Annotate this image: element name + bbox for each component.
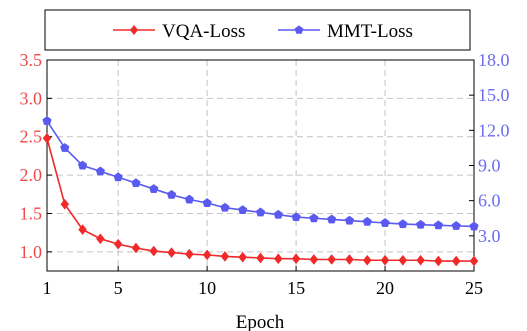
- data-point-mmt-loss: [184, 194, 195, 204]
- data-point-mmt-loss: [131, 178, 141, 188]
- data-point-mmt-loss: [326, 214, 337, 224]
- x-tick-label: 5: [114, 278, 123, 298]
- data-point-vqa-loss: [42, 132, 52, 144]
- data-point-mmt-loss: [469, 221, 479, 231]
- data-point-vqa-loss: [167, 247, 176, 258]
- x-tick-label: 25: [465, 278, 483, 298]
- data-point-vqa-loss: [380, 254, 390, 266]
- data-point-mmt-loss: [433, 220, 444, 230]
- data-point-mmt-loss: [415, 219, 426, 229]
- data-point-vqa-loss: [96, 233, 105, 245]
- y-left-tick-label: 1.5: [20, 203, 43, 223]
- data-point-vqa-loss: [149, 245, 159, 257]
- legend-marker-vqa: [130, 25, 138, 35]
- data-point-vqa-loss: [362, 254, 372, 266]
- x-axis-title: Epoch: [236, 312, 285, 331]
- data-point-mmt-loss: [202, 198, 212, 207]
- data-point-vqa-loss: [416, 254, 425, 266]
- data-point-vqa-loss: [185, 248, 194, 260]
- y-right-tick-label: 6.0: [478, 191, 501, 211]
- axis-ticks: 1 5 10 15 20 251.01.52.02.53.03.53.06.09.012.…: [20, 50, 510, 298]
- y-left-tick-label: 2.5: [20, 127, 43, 147]
- data-point-mmt-loss: [77, 160, 88, 170]
- data-point-mmt-loss: [238, 205, 248, 215]
- legend: VQA-Loss MMT-Loss: [44, 9, 471, 51]
- data-point-vqa-loss: [131, 242, 141, 254]
- data-point-mmt-loss: [291, 212, 301, 222]
- y-right-tick-label: 15.0: [478, 85, 510, 105]
- data-point-vqa-loss: [202, 249, 212, 261]
- y-left-tick-label: 3.0: [20, 88, 43, 108]
- y-right-tick-label: 12.0: [478, 120, 510, 140]
- grid: [47, 60, 474, 271]
- data-point-vqa-loss: [60, 198, 70, 210]
- data-point-mmt-loss: [166, 189, 177, 199]
- data-point-vqa-loss: [238, 251, 248, 263]
- data-point-vqa-loss: [451, 255, 461, 267]
- plot-frame: [46, 59, 475, 272]
- x-tick-label: 20: [376, 278, 394, 298]
- data-point-vqa-loss: [434, 255, 443, 267]
- data-point-vqa-loss: [309, 254, 319, 265]
- data-point-mmt-loss: [362, 216, 372, 226]
- data-point-mmt-loss: [60, 143, 70, 152]
- data-point-vqa-loss: [256, 252, 265, 264]
- data-point-vqa-loss: [469, 255, 479, 267]
- series-group: [42, 116, 479, 267]
- data-point-vqa-loss: [220, 251, 230, 262]
- data-point-mmt-loss: [344, 215, 355, 225]
- data-point-vqa-loss: [327, 254, 336, 265]
- data-point-vqa-loss: [113, 238, 123, 250]
- data-point-vqa-loss: [78, 224, 87, 235]
- data-point-vqa-loss: [398, 254, 408, 266]
- data-point-mmt-loss: [220, 202, 230, 212]
- x-tick-label: 10: [198, 278, 216, 298]
- data-point-mmt-loss: [42, 116, 52, 125]
- data-point-mmt-loss: [113, 172, 123, 182]
- data-point-vqa-loss: [345, 254, 354, 265]
- x-tick-label: 1: [43, 278, 52, 298]
- data-point-mmt-loss: [95, 166, 106, 176]
- data-point-mmt-loss: [309, 213, 319, 223]
- data-point-mmt-loss: [149, 184, 159, 193]
- data-point-mmt-loss: [273, 209, 283, 219]
- y-left-tick-label: 2.0: [20, 165, 43, 185]
- legend-label-vqa: VQA-Loss: [162, 21, 245, 42]
- data-point-mmt-loss: [451, 220, 461, 230]
- data-point-mmt-loss: [398, 219, 408, 229]
- x-tick-label: 15: [287, 278, 305, 298]
- data-point-mmt-loss: [255, 207, 266, 217]
- data-point-mmt-loss: [380, 218, 390, 227]
- series-line-vqa-loss: [46, 138, 474, 262]
- y-right-tick-label: 3.0: [478, 226, 501, 246]
- data-point-vqa-loss: [291, 253, 301, 265]
- data-point-vqa-loss: [273, 253, 283, 265]
- legend-marker-mmt: [294, 25, 304, 34]
- y-right-tick-label: 9.0: [478, 156, 501, 176]
- y-left-tick-label: 1.0: [20, 242, 43, 262]
- legend-label-mmt: MMT-Loss: [327, 21, 413, 42]
- y-right-tick-label: 18.0: [478, 50, 510, 70]
- y-left-tick-label: 3.5: [20, 50, 43, 70]
